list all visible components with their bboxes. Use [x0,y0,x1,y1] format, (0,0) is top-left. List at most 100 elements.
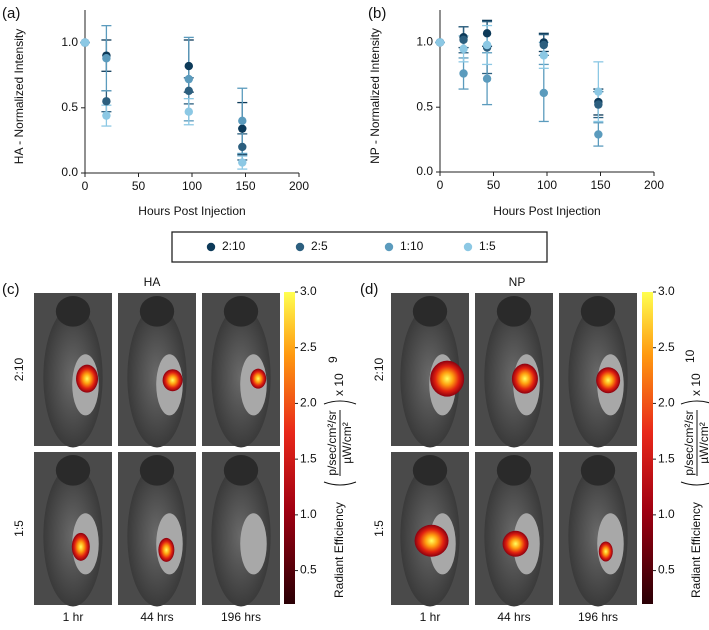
panel-label: (c) [2,281,20,298]
panel-title: NP [509,275,526,289]
colorbar-tick-label: 2.0 [300,396,317,410]
data-point [482,29,492,38]
colorbar-tick-label: 0.5 [300,563,317,577]
colorbar-exponent: 9 [326,356,340,363]
row-label: 1:5 [372,520,386,537]
x-tick-label: 0 [82,179,89,193]
colorbar-numerator: p/sec/cm²/sr [682,410,696,475]
mouse-head [580,296,616,327]
colorbar-exponent: 10 [683,349,697,363]
data-point [102,54,111,63]
colorbar-denominator: µW/cm² [340,422,354,464]
mouse-head [139,296,175,327]
x-tick-label: 100 [537,178,557,192]
data-point [594,130,603,139]
data-point [482,40,492,50]
data-point [435,38,445,47]
signal-blob [71,532,90,561]
y-tick-label: 0.5 [416,99,433,113]
data-point [184,74,193,84]
y-tick-label: 0.0 [61,165,78,179]
colorbar-numerator: p/sec/cm²/sr [325,410,339,475]
data-point [539,88,548,98]
panel-label: (d) [360,281,378,298]
data-point [238,116,247,126]
signal-blob [511,363,538,394]
colorbar-denominator: µW/cm² [697,422,709,464]
y-tick-label: 0.0 [416,164,433,178]
data-point [184,61,193,71]
legend-label: 1:5 [479,239,496,253]
time-label: 196 hrs [578,610,618,624]
legend-marker [463,242,473,252]
panel-title: HA [144,275,161,289]
legend-label: 1:10 [400,239,424,253]
colorbar-tick-label: 1.5 [658,451,675,465]
signal-blob [158,537,175,562]
colorbar [284,292,295,604]
data-point [102,111,111,120]
legend-marker [206,242,216,252]
data-point [238,158,247,167]
data-point [539,51,548,60]
legend-marker [384,242,394,252]
colorbar-tick-label: 1.5 [300,451,317,465]
legend-marker [295,242,305,252]
signal-blob [596,367,621,394]
signal-blob [76,364,99,393]
mouse-head [580,455,616,486]
mouse-flank [240,513,267,575]
colorbar-tick-label: 1.0 [658,507,675,521]
data-point [594,87,603,96]
panel-label: (a) [2,5,20,22]
x-tick-label: 50 [132,179,146,193]
colorbar-multiplier: x 10 [332,373,346,396]
mouse-head [223,455,259,486]
signal-blob [598,541,613,562]
colorbar-label: Radiant Efficiency p/sec/cm²/sr µW/cm² x 10… [680,349,709,598]
paren-left [323,481,357,486]
row-label: 2:10 [372,357,386,381]
x-axis-label: Hours Post Injection [493,204,600,218]
x-tick-label: 50 [487,178,501,192]
mouse-head [55,455,91,486]
signal-blob [414,524,449,557]
mouse-head [139,455,175,486]
data-point [539,40,548,50]
mouse-flank [597,513,624,575]
data-point [459,69,468,78]
colorbar-label-text: Radiant Efficiency [689,502,703,598]
mouse-head [496,296,532,327]
paren-left [680,481,709,486]
paren-right [323,400,357,405]
mouse-head [412,296,448,327]
time-label: 1 hr [63,610,84,624]
x-tick-label: 200 [289,179,309,193]
signal-blob [250,368,267,389]
time-label: 44 hrs [497,610,530,624]
colorbar-tick-label: 2.0 [658,396,675,410]
colorbar-tick-label: 3.0 [300,284,317,298]
colorbar-label-text: Radiant Efficiency [332,502,346,598]
data-point [238,142,247,152]
x-tick-label: 150 [590,178,610,192]
legend-label: 2:5 [311,239,328,253]
colorbar-tick-label: 1.0 [300,507,317,521]
x-tick-label: 0 [437,178,444,192]
data-point [184,107,193,116]
data-point [459,35,468,45]
data-point [80,38,90,47]
time-label: 1 hr [420,610,441,624]
data-point [459,44,468,54]
y-tick-label: 1.0 [61,35,78,49]
x-tick-label: 200 [644,178,664,192]
y-tick-label: 0.5 [61,100,78,114]
x-tick-label: 150 [235,179,255,193]
mouse-head [55,296,91,327]
signal-blob [430,360,465,397]
data-point [482,74,492,83]
data-point [102,97,111,106]
colorbar-label: Radiant Efficiency p/sec/cm²/sr µW/cm² x 10… [323,356,357,598]
colorbar-tick-label: 0.5 [658,563,675,577]
